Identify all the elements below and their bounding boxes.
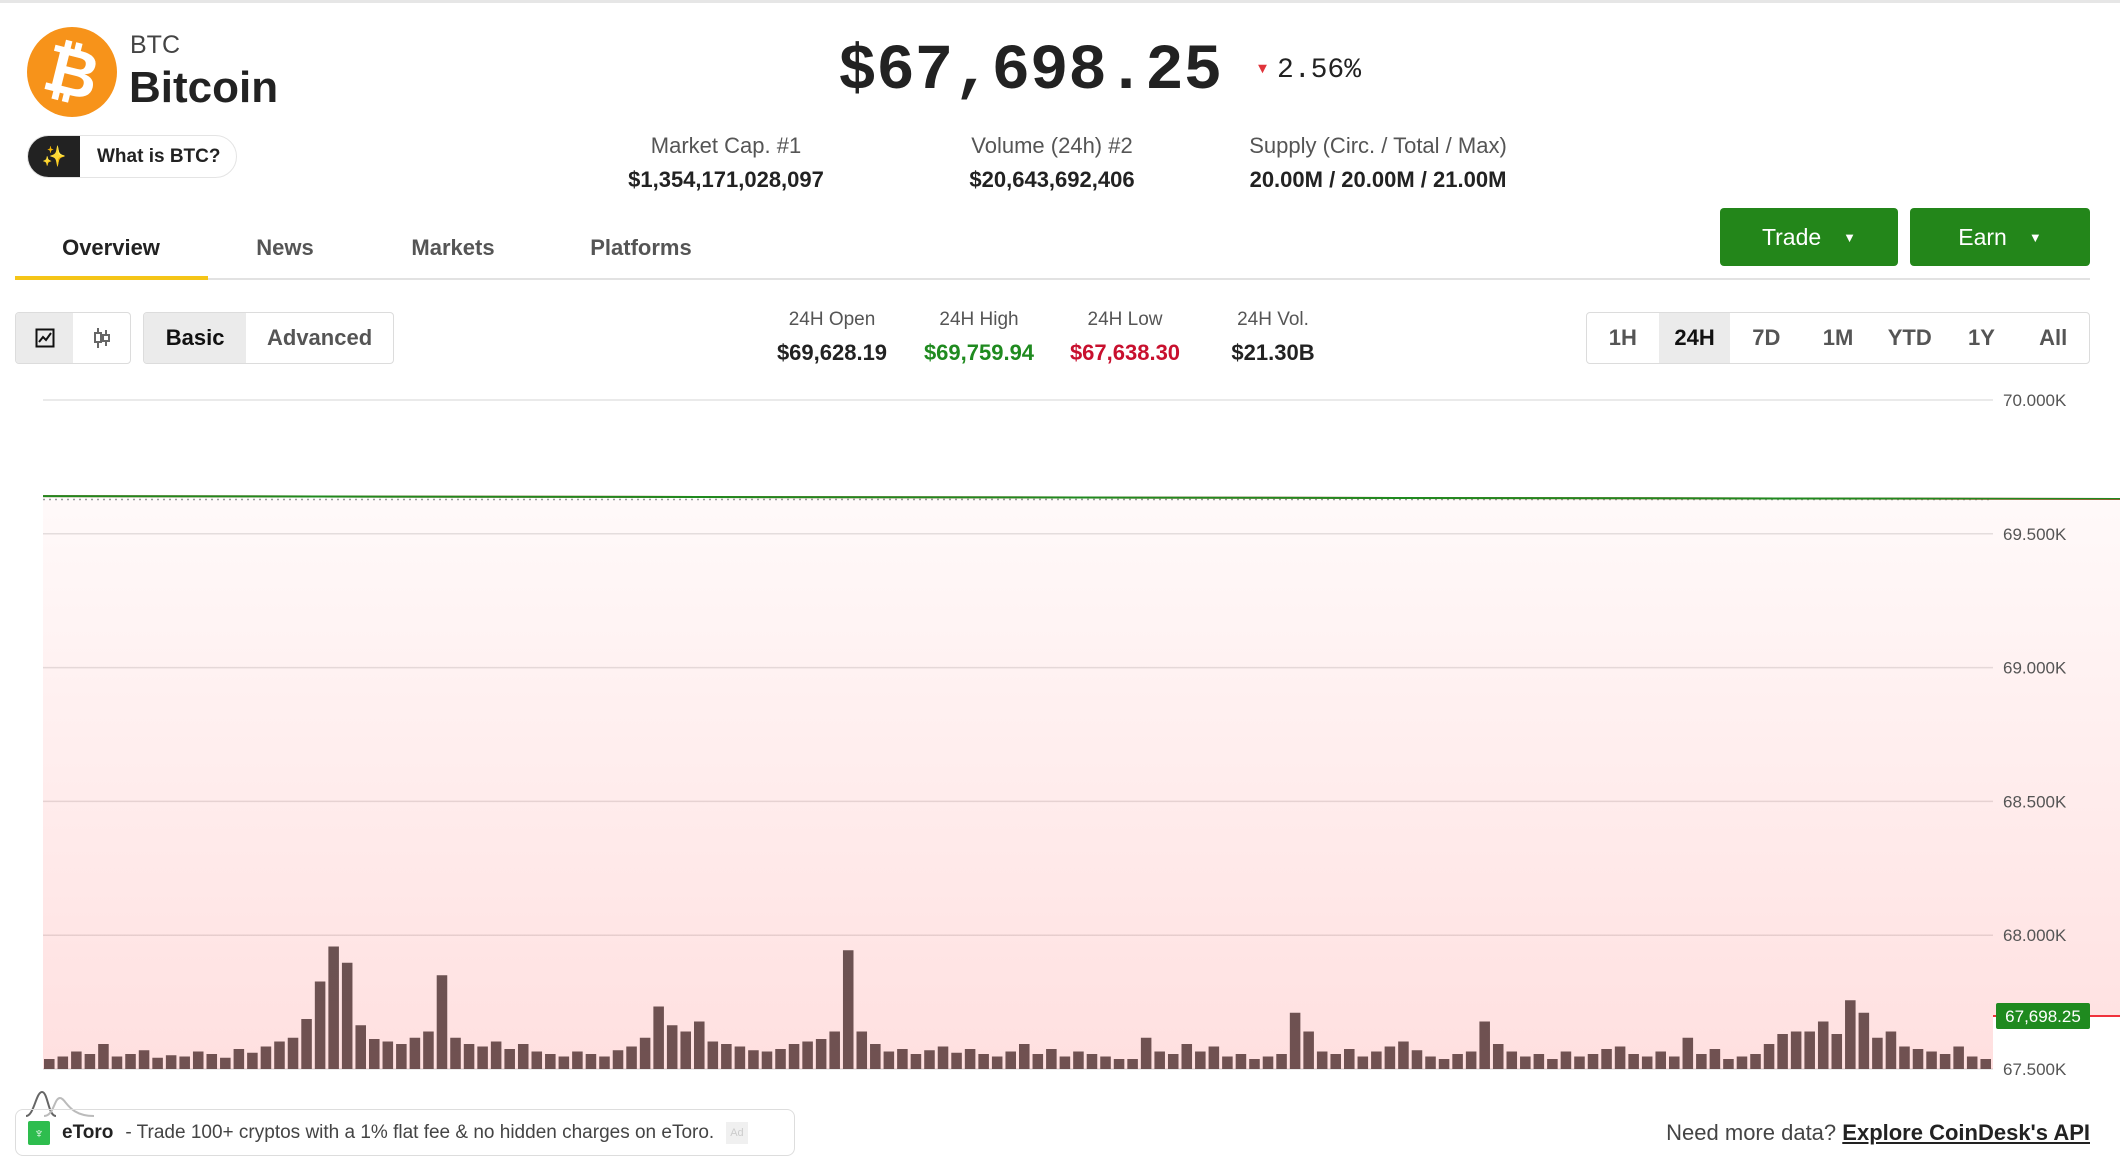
- day-high-stat: 24H High $69,759.94: [904, 309, 1054, 366]
- chevron-down-icon: ▼: [1843, 229, 1857, 245]
- current-price: $67,698.25: [837, 36, 1223, 108]
- stat-label: Supply (Circ. / Total / Max): [1249, 133, 1507, 158]
- coin-name: Bitcoin: [129, 63, 279, 112]
- price-change: ▼ 2.56%: [1258, 55, 1361, 86]
- y-tick-label: 69.500K: [2003, 525, 2067, 544]
- volume-stat: Volume (24h) #2 $20,643,692,406: [872, 133, 1232, 193]
- tab-platforms[interactable]: Platforms: [590, 235, 692, 260]
- stat-value: $20,643,692,406: [969, 167, 1135, 192]
- down-triangle-icon: ▼: [1258, 61, 1268, 78]
- range-7d[interactable]: 7D: [1752, 325, 1781, 350]
- range-1y[interactable]: 1Y: [1967, 325, 1995, 350]
- bitcoin-logo-icon: ₿: [27, 27, 117, 117]
- range-1h[interactable]: 1H: [1608, 325, 1637, 350]
- chevron-down-icon: ▼: [2028, 229, 2042, 245]
- price-change-percent: 2.56%: [1277, 55, 1362, 86]
- current-price-tag: 67,698.25: [1996, 1002, 2090, 1029]
- y-tick-label: 70.000K: [2003, 391, 2067, 410]
- chart-type-toggle: [15, 312, 131, 364]
- ad-badge: Ad: [726, 1121, 748, 1144]
- day-volume-stat: 24H Vol. $21.30B: [1198, 309, 1348, 366]
- earn-button[interactable]: Earn ▼: [1910, 208, 2090, 266]
- etoro-ad-banner[interactable]: ♆ eToro - Trade 100+ cryptos with a 1% f…: [15, 1109, 795, 1156]
- what-is-btc-label: What is BTC?: [97, 145, 221, 167]
- stat-label: 24H Low: [1087, 309, 1163, 330]
- stat-value: $69,628.19: [776, 340, 888, 365]
- trade-button[interactable]: Trade ▼: [1720, 208, 1898, 266]
- more-data-text: Need more data?: [1666, 1120, 1837, 1145]
- etoro-logo-icon: ♆: [28, 1120, 50, 1145]
- explore-api-link[interactable]: Explore CoinDesk's API: [1842, 1120, 2090, 1145]
- line-chart-icon[interactable]: [16, 313, 73, 363]
- tab-divider: [15, 278, 2090, 280]
- stat-value: $1,354,171,028,097: [628, 167, 824, 192]
- stat-value: $69,759.94: [923, 340, 1035, 365]
- stat-label: 24H High: [939, 309, 1019, 330]
- api-promo: Need more data? Explore CoinDesk's API: [1666, 1120, 2090, 1146]
- current-price-label: 67,698.25: [2005, 1007, 2081, 1026]
- day-low-stat: 24H Low $67,638.30: [1050, 309, 1200, 366]
- coin-symbol: BTC: [130, 31, 180, 59]
- tab-news[interactable]: News: [256, 235, 314, 260]
- stat-label: 24H Vol.: [1237, 309, 1309, 330]
- range-ytd[interactable]: YTD: [1887, 325, 1932, 350]
- stat-value: $67,638.30: [1069, 340, 1181, 365]
- sparkle-icon: ✨: [28, 136, 80, 177]
- trade-label: Trade: [1761, 223, 1822, 250]
- market-cap-stat: Market Cap. #1 $1,354,171,028,097: [546, 133, 906, 193]
- price-area-fill: [43, 499, 2120, 1069]
- y-tick-label: 67.500K: [2003, 1060, 2067, 1079]
- stat-label: Volume (24h) #2: [971, 133, 1133, 158]
- supply-stat: Supply (Circ. / Total / Max) 20.00M / 20.…: [1198, 133, 1558, 193]
- y-tick-label: 68.000K: [2003, 926, 2067, 945]
- top-divider: [0, 0, 2120, 3]
- ad-brand: eToro: [62, 1121, 114, 1143]
- navigator-thumbnail-icon[interactable]: [24, 1088, 104, 1118]
- stat-value: $21.30B: [1231, 340, 1315, 365]
- tab-overview[interactable]: Overview: [62, 235, 160, 260]
- ad-text: - Trade 100+ cryptos with a 1% flat fee …: [125, 1121, 715, 1143]
- stat-label: Market Cap. #1: [650, 133, 802, 158]
- y-tick-label: 69.000K: [2003, 659, 2067, 678]
- range-1m[interactable]: 1M: [1822, 325, 1854, 350]
- time-range-selector: 1H 24H 7D 1M YTD 1Y All: [1586, 312, 2090, 364]
- mode-toggle: Basic Advanced: [143, 312, 394, 364]
- day-open-stat: 24H Open $69,628.19: [757, 309, 907, 366]
- what-is-btc-button[interactable]: ✨ What is BTC?: [27, 135, 237, 178]
- stat-value: 20.00M / 20.00M / 21.00M: [1249, 167, 1507, 192]
- basic-mode-button[interactable]: Basic: [144, 313, 247, 363]
- y-tick-label: 68.500K: [2003, 792, 2067, 811]
- tab-markets[interactable]: Markets: [411, 235, 495, 260]
- range-all[interactable]: All: [2039, 325, 2068, 350]
- earn-label: Earn: [1958, 223, 2007, 250]
- range-24h[interactable]: 24H: [1658, 313, 1731, 363]
- price-chart[interactable]: 12:0015:0018:0021:00Mar 2703:0006:0009:0…: [0, 380, 2120, 1105]
- candlestick-icon[interactable]: [73, 313, 130, 363]
- advanced-mode-button[interactable]: Advanced: [267, 325, 373, 350]
- stat-label: 24H Open: [788, 309, 876, 330]
- active-tab-indicator: [15, 276, 208, 280]
